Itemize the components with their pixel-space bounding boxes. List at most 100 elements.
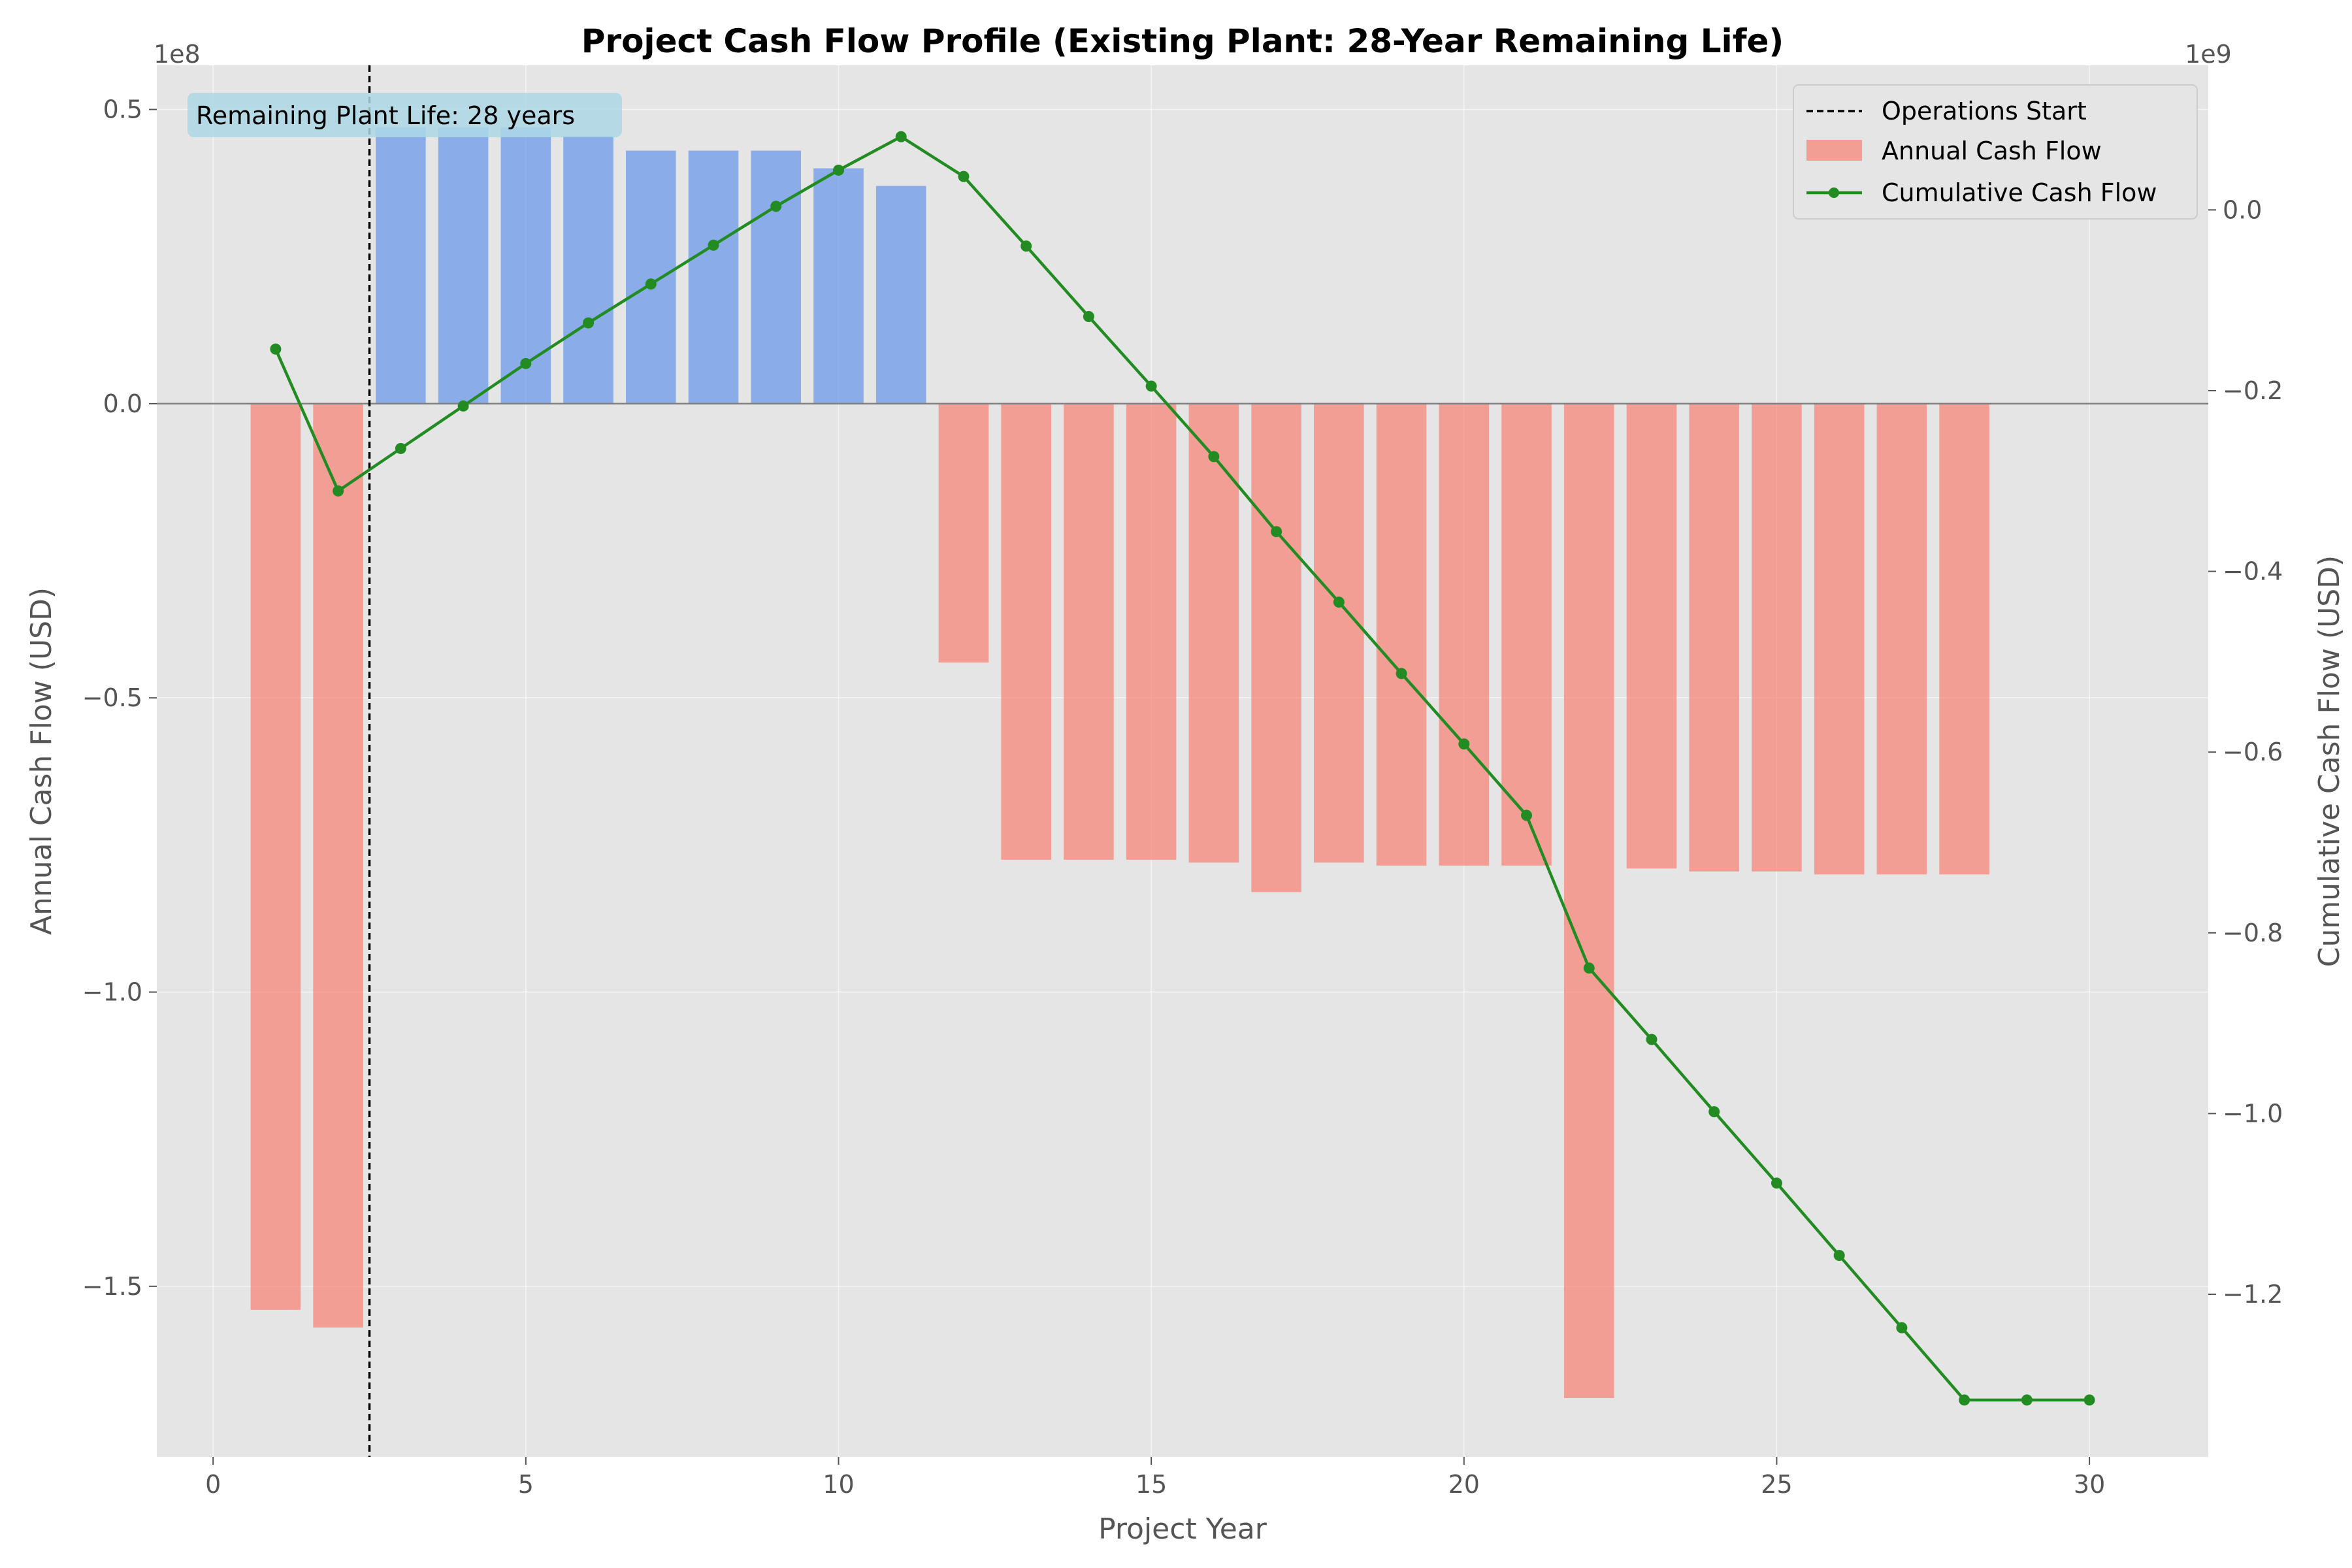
legend-box	[1793, 84, 2198, 220]
annual-bar-year-26	[1814, 403, 1865, 875]
cumulative-point-year-27	[1896, 1322, 1908, 1333]
right-y-tick-label-6: −1.2	[2223, 1280, 2283, 1309]
left-y-tick-label-1: 0.0	[103, 389, 142, 418]
legend-annual-cash-flow-label: Annual Cash Flow	[1882, 137, 2102, 165]
cumulative-point-year-29	[2021, 1394, 2033, 1406]
cumulative-point-year-20	[1458, 738, 1470, 750]
annual-bar-year-24	[1689, 403, 1740, 872]
annual-bar-year-10	[813, 168, 864, 404]
annual-bar-year-9	[751, 150, 802, 404]
legend-cumulative-cash-flow-label: Cumulative Cash Flow	[1882, 178, 2157, 207]
annotation-background	[188, 93, 622, 137]
cumulative-point-year-18	[1333, 596, 1345, 608]
cumulative-point-year-24	[1708, 1106, 1720, 1118]
cumulative-point-year-9	[770, 201, 782, 212]
annual-bar-year-13	[1001, 403, 1051, 860]
annual-bar-year-11	[875, 186, 926, 404]
right-y-tick-label-4: −0.8	[2223, 919, 2283, 947]
annual-bar-year-16	[1188, 403, 1239, 863]
annual-cash-flow-bars	[250, 127, 1989, 1398]
cumulative-point-year-28	[1959, 1394, 1970, 1406]
cumulative-point-year-14	[1083, 311, 1094, 323]
x-tick-label-2: 10	[823, 1470, 854, 1499]
x-tick-label-3: 15	[1135, 1470, 1167, 1499]
cumulative-cash-flow-line	[270, 131, 2095, 1406]
cumulative-point-year-30	[2083, 1394, 2095, 1406]
chart-title: Project Cash Flow Profile (Existing Plan…	[581, 22, 1784, 60]
cumulative-point-year-15	[1145, 380, 1157, 392]
annual-bar-year-25	[1752, 403, 1802, 872]
cumulative-point-year-25	[1771, 1177, 1782, 1189]
cumulative-point-year-2	[333, 485, 344, 497]
annual-bar-year-14	[1064, 403, 1114, 860]
cumulative-point-year-19	[1396, 668, 1407, 679]
cumulative-point-year-6	[583, 317, 595, 329]
cumulative-point-year-10	[832, 164, 844, 176]
cumulative-point-year-5	[520, 357, 532, 369]
annual-bar-year-22	[1563, 403, 1614, 1398]
right-y-axis-ticks: 0.0 −0.2 −0.4 −0.6 −0.8 −1.0 −1.2	[2208, 195, 2283, 1309]
cumulative-line-path	[274, 135, 2090, 1402]
annual-bar-year-23	[1626, 403, 1677, 869]
x-tick-label-4: 20	[1448, 1470, 1480, 1499]
right-y-tick-label-1: −0.2	[2223, 376, 2283, 405]
left-y-axis-ticks: 0.5 0.0 −0.5 −1.0 −1.5	[82, 95, 157, 1301]
annual-bar-year-27	[1876, 403, 1927, 875]
cumulative-point-year-26	[1833, 1250, 1845, 1262]
right-y-tick-label-2: −0.4	[2223, 557, 2283, 586]
x-tick-label-0: 0	[205, 1470, 221, 1499]
annotation-box: Remaining Plant Life: 28 years	[188, 93, 622, 137]
annual-bar-year-1	[250, 403, 301, 1310]
x-tick-label-5: 25	[1761, 1470, 1792, 1499]
left-y-tick-label-2: −0.5	[82, 683, 142, 712]
x-axis-label: Project Year	[1098, 1512, 1267, 1546]
cumulative-point-year-17	[1271, 526, 1282, 538]
annual-bar-year-2	[313, 403, 363, 1328]
annual-bar-year-28	[1939, 403, 1989, 875]
annual-bar-year-8	[688, 150, 739, 404]
legend-annual-cash-flow-swatch	[1806, 140, 1862, 161]
right-y-axis-label: Cumulative Cash Flow (USD)	[2313, 555, 2346, 967]
x-tick-label-6: 30	[2074, 1470, 2105, 1499]
cumulative-point-year-7	[645, 278, 657, 290]
cumulative-point-year-11	[895, 131, 907, 142]
left-y-tick-label-3: −1.0	[82, 977, 142, 1006]
cumulative-point-year-23	[1646, 1034, 1658, 1045]
annual-bar-year-5	[500, 127, 551, 404]
legend-cumulative-swatch-marker	[1829, 188, 1839, 198]
right-y-tick-label-0: 0.0	[2223, 195, 2262, 224]
annual-bar-year-7	[625, 150, 676, 404]
cumulative-point-year-1	[270, 343, 282, 355]
cumulative-point-year-22	[1583, 962, 1595, 974]
x-axis-ticks: 0 5 10 15 20 25 30	[205, 1457, 2105, 1499]
left-axis-offset: 1e8	[154, 40, 201, 69]
cumulative-point-year-13	[1021, 240, 1032, 252]
right-y-tick-label-5: −1.0	[2223, 1099, 2283, 1128]
annual-bar-year-15	[1126, 403, 1177, 860]
annual-bar-year-4	[438, 127, 489, 404]
annual-bar-year-12	[938, 403, 989, 663]
annual-bar-year-18	[1314, 403, 1364, 863]
annotation-text: Remaining Plant Life: 28 years	[196, 101, 575, 130]
annual-bar-year-6	[563, 136, 613, 404]
legend-operations-start-label: Operations Start	[1882, 97, 2087, 125]
plot-area	[157, 65, 2208, 1457]
annual-bar-year-3	[376, 127, 426, 404]
cumulative-point-year-12	[958, 171, 970, 182]
cumulative-point-year-21	[1521, 809, 1533, 821]
left-y-tick-label-4: −1.5	[82, 1272, 142, 1301]
left-y-axis-label: Annual Cash Flow (USD)	[25, 587, 58, 935]
legend: Operations Start Annual Cash Flow Cumula…	[1793, 84, 2198, 220]
x-tick-label-1: 5	[518, 1470, 534, 1499]
right-y-tick-label-3: −0.6	[2223, 738, 2283, 766]
annual-bar-year-20	[1439, 403, 1490, 866]
annual-bar-year-17	[1251, 403, 1301, 892]
cumulative-point-year-16	[1208, 451, 1220, 463]
cumulative-point-year-8	[708, 239, 719, 251]
cumulative-point-year-4	[457, 400, 469, 412]
left-y-tick-label-0: 0.5	[103, 95, 142, 124]
cumulative-point-year-3	[395, 442, 406, 454]
annual-bar-year-21	[1501, 403, 1552, 866]
right-axis-offset: 1e9	[2185, 40, 2232, 69]
